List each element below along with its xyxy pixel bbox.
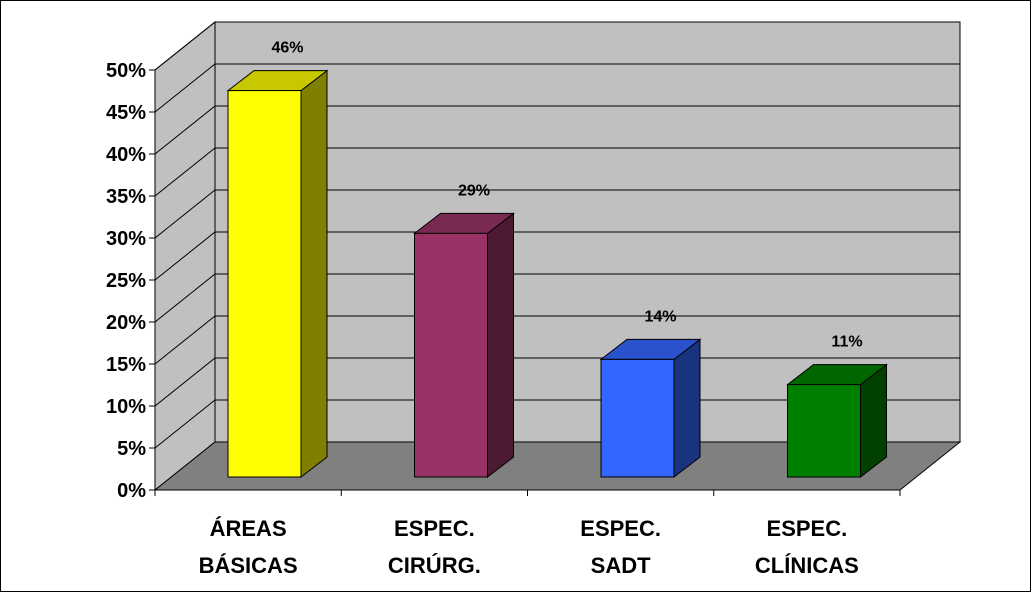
- data-label: 29%: [458, 182, 490, 199]
- data-label: 11%: [831, 334, 862, 351]
- y-tick-labels: 0% 5% 10% 15% 20% 25% 30% 35% 40% 45% 50%: [106, 60, 146, 502]
- category-label: CLÍNICAS: [755, 553, 859, 578]
- bar-side: [300, 69, 328, 479]
- data-labels: 46% 29% 14% 11%: [271, 40, 862, 351]
- data-label: 14%: [644, 308, 676, 325]
- gridline: [154, 357, 960, 407]
- bar: [599, 338, 702, 479]
- category-label: SADT: [591, 553, 651, 578]
- category-label: ESPEC.: [767, 516, 848, 541]
- y-tick-label: 10%: [106, 396, 146, 418]
- gridline: [154, 63, 960, 113]
- bar-side: [673, 338, 701, 479]
- gridline: [154, 147, 960, 197]
- bar-front: [227, 90, 302, 478]
- data-label: 46%: [271, 40, 303, 57]
- bar-side: [487, 212, 514, 479]
- gridlines: [154, 21, 960, 449]
- y-tick-label: 35%: [106, 186, 146, 208]
- gridline: [154, 231, 960, 281]
- bar: [786, 363, 888, 479]
- y-tick-label: 25%: [106, 270, 146, 292]
- y-tick-label: 20%: [106, 312, 146, 334]
- gridline: [154, 399, 960, 449]
- bar: [413, 212, 515, 479]
- axes: [149, 69, 901, 496]
- bars: [226, 69, 888, 479]
- y-tick-label: 50%: [106, 60, 146, 82]
- gridline: [154, 315, 960, 365]
- gridline: [154, 273, 960, 323]
- category-label: ESPEC.: [580, 516, 661, 541]
- y-tick-label: 40%: [106, 144, 146, 166]
- category-labels: ÁREAS BÁSICAS ESPEC. CIRÚRG. ESPEC. SADT ESPEC…: [199, 516, 859, 578]
- category-label: CIRÚRG.: [388, 553, 481, 578]
- bar: [226, 69, 329, 479]
- gridline: [154, 189, 960, 239]
- category-label: BÁSICAS: [199, 553, 298, 578]
- y-tick-label: 5%: [117, 438, 146, 460]
- y-tick-label: 45%: [106, 102, 146, 124]
- gridline: [154, 105, 960, 155]
- bar-front: [414, 232, 488, 478]
- category-label: ESPEC.: [394, 516, 475, 541]
- category-label: ÁREAS: [210, 516, 287, 541]
- bar-front: [600, 358, 675, 478]
- y-tick-label: 15%: [106, 354, 146, 376]
- bar-front: [787, 384, 861, 478]
- gridline: [154, 21, 960, 71]
- y-tick-label: 30%: [106, 228, 146, 250]
- y-tick-label: 0%: [117, 480, 146, 502]
